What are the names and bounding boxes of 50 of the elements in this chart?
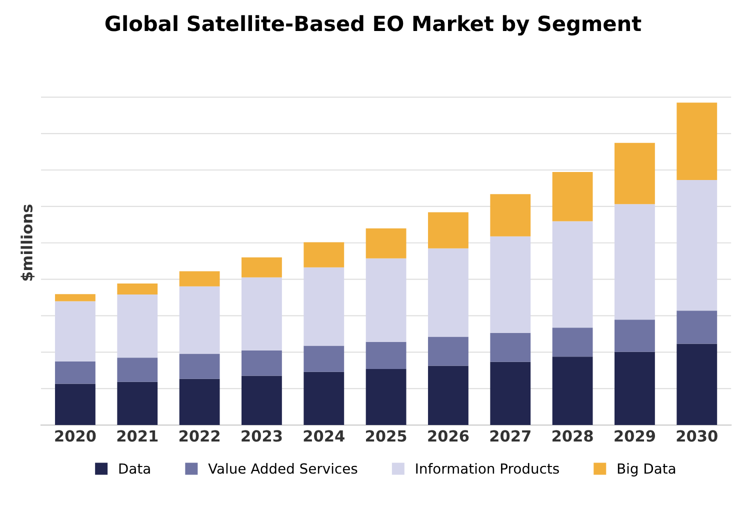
legend-label: Data [119,463,150,474]
x-tick-label: 2022 [180,430,220,442]
bar [179,378,220,426]
y-axis-title: $millions [20,204,35,281]
bar [117,382,158,426]
bar [304,372,344,426]
bar [366,342,406,369]
x-tick-label: 2020 [55,430,96,442]
bar [304,242,344,268]
bar [428,212,468,248]
bar [55,362,96,384]
x-tick-label: 2024 [304,430,344,442]
bar [676,102,718,180]
bar [490,194,531,236]
bar [490,332,531,362]
bar [614,320,655,352]
legend-label: Value Added Services [208,463,358,474]
bar [552,172,593,222]
bar [428,366,468,426]
x-tick-label: 2025 [366,430,406,442]
x-tick-label: 2026 [428,430,469,442]
bar [552,328,593,357]
bar [676,344,718,426]
x-tick-label: 2023 [242,430,282,442]
legend-label: Big Data [618,463,676,476]
bar [490,362,531,426]
bar [117,283,158,294]
bar [304,346,344,372]
bar [242,257,282,278]
x-tick-label: 2028 [552,430,593,442]
bar [117,358,158,382]
chart-title: Global Satellite-Based EO Market by Segment [105,15,642,36]
x-tick-label: 2021 [117,430,158,442]
bar [428,336,468,366]
legend-label: Information Products [416,463,559,474]
bar [614,142,655,204]
x-tick-label: 2027 [490,430,530,442]
bar [676,310,718,344]
bar [179,354,220,379]
bar [614,352,655,426]
bar [55,294,96,302]
bar [552,356,593,426]
bar [55,384,96,426]
x-tick-label: 2029 [614,430,656,442]
bar [366,228,406,258]
bar [366,368,406,426]
bar [242,376,282,426]
x-tick-label: 2030 [676,430,718,442]
bar [242,350,282,376]
bar [179,271,220,286]
